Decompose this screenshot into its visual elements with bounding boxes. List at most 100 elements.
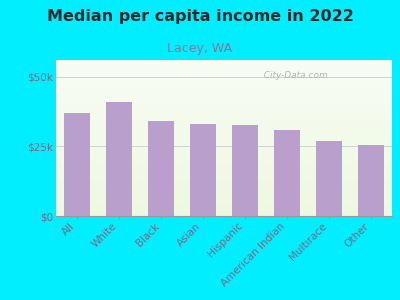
Bar <box>56 83 392 84</box>
Bar <box>56 123 392 124</box>
Bar <box>56 140 392 141</box>
Bar <box>56 214 392 215</box>
Bar <box>56 135 392 136</box>
Bar <box>56 169 392 170</box>
Bar <box>56 206 392 207</box>
Bar <box>56 157 392 158</box>
Bar <box>56 194 392 195</box>
Bar <box>56 109 392 110</box>
Bar <box>56 121 392 122</box>
Bar <box>64 113 90 216</box>
Bar <box>56 150 392 151</box>
Bar <box>56 93 392 94</box>
Bar <box>56 77 392 78</box>
Bar <box>56 165 392 166</box>
Bar <box>56 111 392 112</box>
Bar <box>56 87 392 88</box>
Bar <box>56 138 392 139</box>
Bar <box>56 187 392 188</box>
Bar <box>56 70 392 71</box>
Bar <box>148 121 174 216</box>
Bar <box>56 152 392 153</box>
Bar <box>56 215 392 216</box>
Bar <box>56 145 392 146</box>
Bar <box>56 131 392 132</box>
Bar <box>56 207 392 208</box>
Bar <box>56 88 392 89</box>
Bar <box>56 108 392 109</box>
Bar <box>56 126 392 127</box>
Bar <box>56 115 392 116</box>
Bar <box>56 114 392 115</box>
Bar <box>56 213 392 214</box>
Bar <box>56 174 392 175</box>
Bar <box>56 179 392 180</box>
Bar <box>56 184 392 185</box>
Bar <box>56 183 392 184</box>
Bar <box>56 66 392 67</box>
Bar <box>56 79 392 80</box>
Bar <box>56 92 392 93</box>
Bar <box>56 67 392 68</box>
Bar <box>56 61 392 62</box>
Bar <box>56 178 392 179</box>
Bar <box>56 155 392 156</box>
Bar <box>56 120 392 121</box>
Bar <box>56 180 392 181</box>
Bar <box>56 81 392 82</box>
Bar <box>56 110 392 111</box>
Bar <box>56 163 392 164</box>
Bar <box>56 172 392 173</box>
Bar <box>56 188 392 189</box>
Bar <box>56 201 392 202</box>
Bar <box>56 129 392 130</box>
Bar <box>56 141 392 142</box>
Bar <box>56 186 392 187</box>
Bar <box>56 122 392 123</box>
Bar <box>56 175 392 176</box>
Bar <box>56 85 392 86</box>
Bar <box>56 167 392 168</box>
Bar <box>56 144 392 145</box>
Bar <box>56 80 392 81</box>
Bar <box>56 209 392 210</box>
Bar <box>56 124 392 125</box>
Bar <box>56 94 392 95</box>
Bar <box>56 159 392 160</box>
Bar <box>56 107 392 108</box>
Bar <box>56 98 392 99</box>
Bar <box>56 146 392 147</box>
Bar <box>190 124 216 216</box>
Bar <box>56 130 392 131</box>
Bar <box>56 212 392 213</box>
Bar <box>56 95 392 96</box>
Bar <box>56 65 392 66</box>
Bar <box>56 68 392 69</box>
Bar <box>56 196 392 197</box>
Bar <box>56 119 392 120</box>
Bar <box>56 113 392 114</box>
Bar <box>56 90 392 91</box>
Bar <box>56 91 392 92</box>
Bar <box>56 69 392 70</box>
Bar <box>56 203 392 204</box>
Bar <box>56 118 392 119</box>
Bar <box>56 104 392 105</box>
Bar <box>56 112 392 113</box>
Bar <box>56 127 392 128</box>
Bar <box>56 96 392 97</box>
Bar <box>56 177 392 178</box>
Bar <box>56 154 392 155</box>
Bar <box>56 168 392 169</box>
Bar <box>56 195 392 196</box>
Bar <box>56 137 392 138</box>
Bar <box>56 181 392 182</box>
Bar <box>56 116 392 117</box>
Bar <box>56 147 392 148</box>
Bar <box>56 62 392 63</box>
Bar <box>56 190 392 191</box>
Bar <box>56 139 392 140</box>
Bar <box>56 193 392 194</box>
Bar <box>56 134 392 135</box>
Bar <box>56 142 392 143</box>
